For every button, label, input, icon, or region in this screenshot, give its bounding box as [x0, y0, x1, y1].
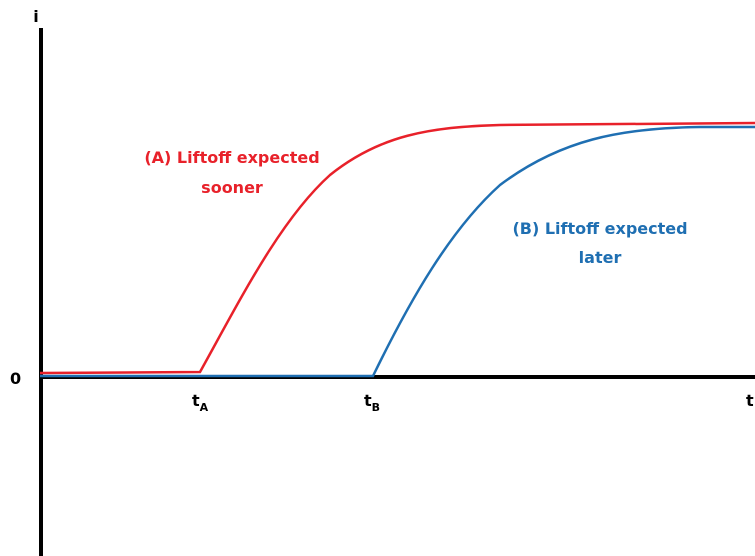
tick-main: t — [364, 391, 372, 410]
annotation-line: (B) Liftoff expected — [512, 219, 687, 238]
origin-label: 0 — [10, 369, 21, 388]
x-axis-label: t — [746, 391, 754, 410]
tick-label: tA — [192, 391, 209, 414]
tick-main: t — [192, 391, 200, 410]
tick-sub: A — [200, 401, 209, 414]
curve-a — [39, 121, 755, 375]
annotation-line: (A) Liftoff expected — [144, 148, 319, 167]
y-axis-label: i — [33, 7, 38, 26]
tick-sub: B — [372, 401, 380, 414]
annotation-line: sooner — [201, 178, 263, 197]
annotation-line: later — [579, 248, 622, 267]
tick-label: tB — [364, 391, 380, 414]
curve-b — [40, 125, 755, 378]
